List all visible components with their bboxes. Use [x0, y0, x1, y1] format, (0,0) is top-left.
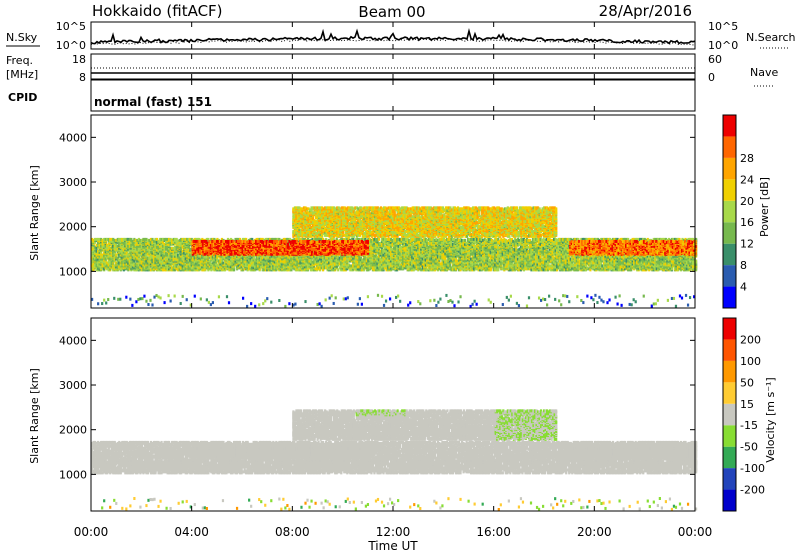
- cpid-value: normal (fast) 151: [94, 95, 212, 109]
- frequency-label-line1: Freq.: [6, 54, 33, 67]
- frequency-label-line2: [MHz]: [6, 68, 38, 81]
- cpid-label: CPID: [8, 91, 37, 104]
- noise-right-label: N.Search: [746, 31, 796, 44]
- date-title: 28/Apr/2016: [599, 2, 692, 20]
- noise-right-tick-bottom: 10^0: [708, 39, 738, 52]
- nave-right-tick-bottom: 0: [708, 71, 715, 84]
- noise-left-label: N.Sky: [6, 31, 38, 44]
- nave-label: Nave: [750, 66, 778, 79]
- frequency-panel: Freq. [MHz] 18 8 60 0 Nave: [6, 53, 778, 86]
- radar-summary-plot: Hokkaido (fitACF) Beam 00 28/Apr/2016 N.…: [0, 0, 800, 554]
- noise-right-tick-top: 10^5: [708, 20, 738, 33]
- nave-right-tick-top: 60: [708, 53, 722, 66]
- frequency-left-tick-top: 18: [72, 53, 86, 66]
- frequency-left-tick-bottom: 8: [79, 71, 86, 84]
- beam-title: Beam 00: [358, 3, 425, 21]
- station-title: Hokkaido (fitACF): [92, 2, 223, 20]
- noise-left-tick-top: 10^5: [56, 20, 86, 33]
- power-heatmap-cells: [91, 206, 697, 308]
- noise-left-tick-bottom: 10^0: [56, 39, 86, 52]
- noise-panel: N.Sky 10^5 10^0 10^5 10^0 N.Search: [6, 20, 796, 52]
- cpid-panel: CPID normal (fast) 151: [8, 80, 695, 111]
- plot-canvas: Hokkaido (fitACF) Beam 00 28/Apr/2016 N.…: [0, 0, 800, 554]
